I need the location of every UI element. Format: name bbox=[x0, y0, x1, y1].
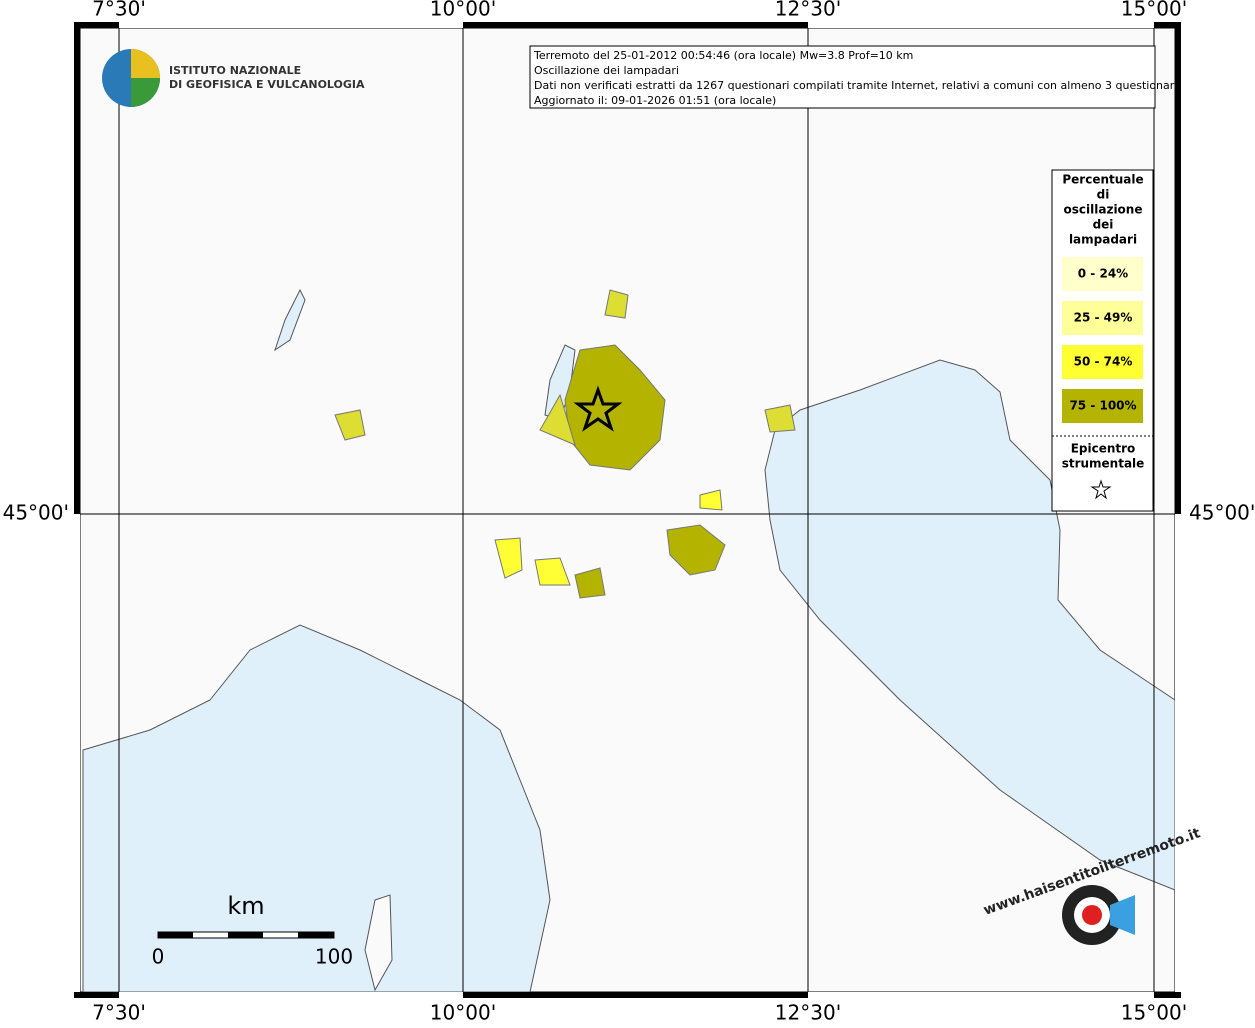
graticule bbox=[80, 28, 1175, 992]
frame-bottom bbox=[74, 992, 1181, 998]
ligurian-sea bbox=[82, 624, 551, 993]
lon-label: 7°30' bbox=[92, 1001, 146, 1025]
corsica bbox=[364, 894, 393, 992]
adriatic-sea bbox=[764, 359, 1176, 891]
area-high bbox=[574, 567, 606, 599]
epicenter-star bbox=[573, 385, 623, 432]
legend-title: di bbox=[1097, 188, 1110, 202]
logo-ring bbox=[1082, 905, 1102, 925]
area-high bbox=[666, 524, 726, 576]
frame-tick bbox=[808, 22, 1154, 28]
legend-swatch bbox=[1062, 389, 1143, 423]
legend-label: 0 - 24% bbox=[1078, 267, 1128, 281]
frame-tick bbox=[1175, 514, 1181, 992]
frame-tick bbox=[74, 514, 80, 992]
area bbox=[334, 409, 366, 441]
logo-speaker bbox=[1110, 895, 1135, 935]
legend-label: 25 - 49% bbox=[1074, 311, 1133, 325]
scale-unit: km bbox=[227, 892, 264, 920]
lon-label: 10°00' bbox=[430, 1001, 496, 1025]
legend-epicenter: strumentale bbox=[1062, 457, 1145, 471]
municipalities bbox=[334, 289, 796, 599]
logo-segment bbox=[131, 78, 160, 107]
legend-epicenter: Epicentro bbox=[1071, 442, 1136, 456]
scale-label: 100 bbox=[315, 945, 353, 969]
frame-right bbox=[1175, 22, 1181, 998]
area bbox=[764, 404, 796, 433]
legend-title: oscillazione bbox=[1064, 203, 1143, 217]
legend-label: 50 - 74% bbox=[1074, 355, 1133, 369]
lon-label: 7°30' bbox=[92, 0, 146, 21]
lon-label: 10°00' bbox=[430, 0, 496, 21]
info-line: Oscillazione dei lampadari bbox=[534, 64, 679, 77]
info-box bbox=[529, 45, 1156, 109]
legend-swatch bbox=[1062, 301, 1143, 335]
lat-label: 45°00' bbox=[1189, 501, 1255, 525]
frame-top bbox=[74, 22, 1181, 28]
lon-label: 12°30' bbox=[775, 1001, 841, 1025]
lake bbox=[274, 288, 306, 352]
lat-label: 45°00' bbox=[3, 501, 69, 525]
scale-segment bbox=[158, 932, 193, 938]
info-line: Aggiornato il: 09-01-2026 01:51 (ora loc… bbox=[534, 94, 776, 107]
scale-label: 0 bbox=[152, 945, 165, 969]
info-line: Dati non verificati estratti da 1267 que… bbox=[534, 79, 1181, 92]
area bbox=[699, 489, 723, 511]
lon-label: 12°30' bbox=[775, 0, 841, 21]
scale-segment bbox=[298, 932, 334, 938]
logo-text: DI GEOFISICA E VULCANOLOGIA bbox=[169, 78, 365, 91]
frame-left bbox=[74, 22, 80, 998]
scale-segment bbox=[228, 932, 263, 938]
legend-box bbox=[1051, 169, 1154, 512]
info-line: Terremoto del 25-01-2012 00:54:46 (ora l… bbox=[533, 49, 913, 62]
ingv-logo: ISTITUTO NAZIONALE DI GEOFISICA E VULCAN… bbox=[102, 49, 365, 107]
scale-bar: km 0 100 bbox=[152, 892, 353, 969]
legend-label: 75 - 100% bbox=[1069, 399, 1136, 413]
logo-segment bbox=[131, 49, 160, 78]
legend-star bbox=[1090, 479, 1112, 500]
logo-text: ISTITUTO NAZIONALE bbox=[169, 64, 301, 77]
area bbox=[534, 557, 571, 586]
legend-swatch bbox=[1062, 345, 1143, 379]
legend-title: lampadari bbox=[1069, 233, 1137, 247]
lon-label: 15°00' bbox=[1121, 1001, 1187, 1025]
legend-title: dei bbox=[1093, 218, 1114, 232]
legend-swatch bbox=[1062, 257, 1143, 291]
lon-label: 15°00' bbox=[1121, 0, 1187, 21]
frame-tick bbox=[119, 992, 463, 998]
frame-tick bbox=[808, 992, 1154, 998]
legend-title: Percentuale bbox=[1062, 173, 1143, 187]
area bbox=[539, 393, 576, 446]
area bbox=[604, 289, 629, 319]
frame-tick bbox=[119, 22, 463, 28]
area bbox=[494, 537, 523, 579]
frame bbox=[74, 22, 1181, 998]
